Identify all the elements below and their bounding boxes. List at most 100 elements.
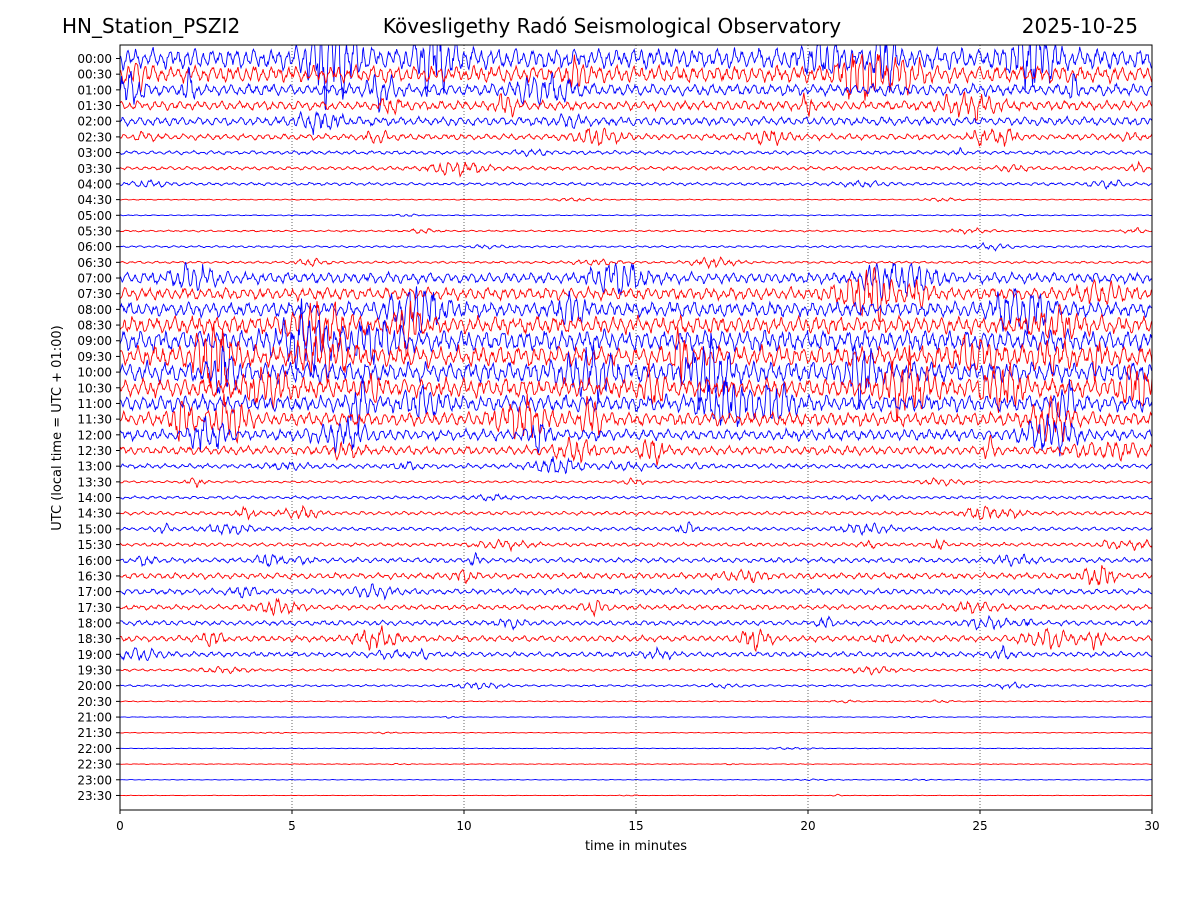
y-tick-label: 04:30 bbox=[77, 193, 112, 207]
y-tick-label: 12:30 bbox=[77, 444, 112, 458]
trace-row-0430 bbox=[120, 197, 1152, 203]
y-tick-label: 19:30 bbox=[77, 664, 112, 678]
y-tick-label: 21:00 bbox=[77, 711, 112, 725]
trace-row-2130 bbox=[120, 731, 1152, 735]
y-tick-label: 03:30 bbox=[77, 162, 112, 176]
y-tick-label: 14:00 bbox=[77, 491, 112, 505]
trace-row-0230 bbox=[120, 127, 1152, 147]
trace-row-1330 bbox=[120, 477, 1152, 488]
y-tick-label: 08:30 bbox=[77, 319, 112, 333]
trace-row-1000 bbox=[120, 332, 1152, 411]
trace-row-1130 bbox=[120, 393, 1152, 445]
trace-row-2100 bbox=[120, 716, 1152, 719]
x-tick-label: 15 bbox=[628, 819, 643, 833]
y-tick-label: 23:00 bbox=[77, 773, 112, 787]
trace-row-0300 bbox=[120, 146, 1152, 158]
trace-row-1800 bbox=[120, 614, 1152, 631]
y-tick-label: 15:30 bbox=[77, 538, 112, 552]
y-tick-label: 08:00 bbox=[77, 303, 112, 317]
y-tick-label: 15:00 bbox=[77, 522, 112, 536]
y-tick-label: 10:00 bbox=[77, 366, 112, 380]
trace-row-2330 bbox=[120, 793, 1152, 797]
y-tick-label: 11:00 bbox=[77, 397, 112, 411]
trace-row-1500 bbox=[120, 521, 1152, 537]
trace-row-0630 bbox=[120, 256, 1152, 270]
y-tick-label: 22:30 bbox=[77, 758, 112, 772]
trace-row-1530 bbox=[120, 538, 1152, 553]
y-tick-label: 17:00 bbox=[77, 585, 112, 599]
x-tick-layer: 0 5 10 15 20 25 30 bbox=[116, 810, 1160, 833]
x-tick-label: 25 bbox=[972, 819, 987, 833]
y-axis-label: UTC (local time = UTC + 01:00) bbox=[50, 325, 65, 530]
trace-row-0330 bbox=[120, 160, 1152, 178]
trace-row-1200 bbox=[120, 414, 1152, 457]
trace-row-0100 bbox=[120, 66, 1152, 113]
trace-row-0930 bbox=[120, 323, 1152, 389]
trace-row-0830 bbox=[120, 300, 1152, 358]
trace-row-1930 bbox=[120, 665, 1152, 676]
trace-row-1900 bbox=[120, 644, 1152, 662]
y-tick-label: 02:30 bbox=[77, 130, 112, 144]
y-tick-label: 06:00 bbox=[77, 240, 112, 254]
y-tick-label: 00:30 bbox=[77, 68, 112, 82]
y-tick-label: 22:00 bbox=[77, 742, 112, 756]
trace-row-0800 bbox=[120, 286, 1152, 335]
y-tick-label: 11:30 bbox=[77, 413, 112, 427]
y-tick-label: 13:00 bbox=[77, 460, 112, 474]
y-tick-label: 05:30 bbox=[77, 224, 112, 238]
y-tick-label: 01:30 bbox=[77, 99, 112, 113]
y-tick-label: 13:30 bbox=[77, 475, 112, 489]
y-tick-label: 05:00 bbox=[77, 209, 112, 223]
y-tick-label: 17:30 bbox=[77, 601, 112, 615]
y-tick-label: 07:30 bbox=[77, 287, 112, 301]
x-tick-label: 10 bbox=[456, 819, 471, 833]
y-tick-label: 09:00 bbox=[77, 334, 112, 348]
trace-row-1230 bbox=[120, 434, 1152, 466]
trace-row-0500 bbox=[120, 213, 1152, 217]
trace-row-0130 bbox=[120, 91, 1152, 123]
observatory-title: Kövesligethy Radó Seismological Observat… bbox=[382, 14, 842, 38]
y-tick-label: 02:00 bbox=[77, 115, 112, 129]
y-tick-label: 14:30 bbox=[77, 507, 112, 521]
trace-row-1300 bbox=[120, 456, 1152, 475]
trace-row-2200 bbox=[120, 746, 1152, 751]
trace-row-0700 bbox=[120, 261, 1152, 302]
y-tick-label: 20:30 bbox=[77, 695, 112, 709]
y-tick-label: 04:00 bbox=[77, 177, 112, 191]
trace-row-0400 bbox=[120, 178, 1152, 190]
x-tick-label: 5 bbox=[288, 819, 296, 833]
trace-row-0730 bbox=[120, 266, 1152, 322]
trace-row-0000 bbox=[120, 45, 1152, 111]
grid-layer bbox=[291, 45, 981, 810]
x-tick-label: 30 bbox=[1144, 819, 1159, 833]
trace-row-1730 bbox=[120, 597, 1152, 618]
y-tick-label: 16:30 bbox=[77, 569, 112, 583]
y-tick-label: 01:00 bbox=[77, 83, 112, 97]
trace-row-0530 bbox=[120, 227, 1152, 235]
date-title: 2025-10-25 bbox=[1021, 14, 1138, 38]
trace-row-0200 bbox=[120, 110, 1152, 135]
trace-row-1430 bbox=[120, 504, 1152, 521]
x-tick-label: 20 bbox=[800, 819, 815, 833]
trace-row-1100 bbox=[120, 377, 1152, 434]
x-tick-label: 0 bbox=[116, 819, 124, 833]
y-tick-label: 00:00 bbox=[77, 52, 112, 66]
trace-row-2300 bbox=[120, 778, 1152, 781]
y-tick-label: 18:00 bbox=[77, 616, 112, 630]
y-tick-label: 07:00 bbox=[77, 272, 112, 286]
trace-row-0030 bbox=[120, 53, 1152, 101]
y-tick-label: 06:30 bbox=[77, 256, 112, 270]
y-tick-label: 10:30 bbox=[77, 381, 112, 395]
trace-row-1600 bbox=[120, 551, 1152, 568]
trace-row-1030 bbox=[120, 345, 1152, 422]
station-title: HN_Station_PSZI2 bbox=[62, 14, 241, 38]
y-tick-label: 20:00 bbox=[77, 679, 112, 693]
trace-row-1400 bbox=[120, 493, 1152, 502]
trace-row-0600 bbox=[120, 241, 1152, 252]
y-tick-label: 12:00 bbox=[77, 428, 112, 442]
trace-row-1630 bbox=[120, 565, 1152, 586]
y-tick-label: 16:00 bbox=[77, 554, 112, 568]
y-tick-label: 09:30 bbox=[77, 350, 112, 364]
